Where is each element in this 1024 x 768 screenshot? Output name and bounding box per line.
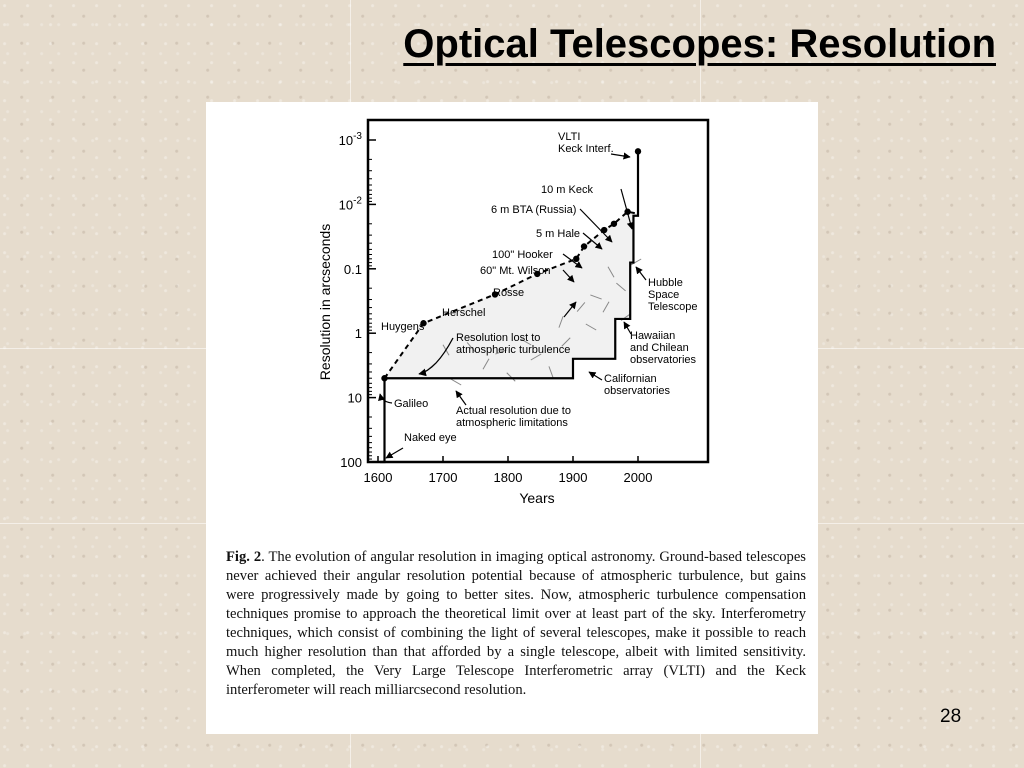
telescope-point — [634, 148, 642, 155]
annotation-arrow — [455, 390, 467, 406]
figure-panel: 1600 1700 1800 1900 2000 10-3 10-2 0.1 1 10 100 VL… — [206, 102, 818, 734]
annotation-arrow — [385, 447, 404, 459]
annotation-label: Galileo — [394, 398, 428, 410]
telescope-point — [534, 270, 541, 278]
telescope-point — [381, 375, 388, 382]
annotation-arrow — [418, 337, 454, 377]
caption-label: Fig. 2 — [226, 549, 262, 565]
annotation-label: Resolution lost to atmospheric turbulence — [456, 332, 570, 356]
annotation-label: Hubble Space Telescope — [648, 277, 698, 313]
x-axis-label: Years — [519, 490, 554, 506]
annotation-arrow — [623, 321, 632, 335]
annotation-arrow — [582, 232, 603, 250]
annotation-label: 6 m BTA (Russia) — [491, 204, 576, 216]
telescope-point — [420, 320, 427, 327]
annotation-arrow — [635, 266, 647, 281]
hatch-stroke — [450, 378, 462, 386]
x-tick-label: 1600 — [364, 470, 393, 485]
annotation-label: Hawaiian and Chilean observatories — [630, 330, 697, 366]
hatch-stroke — [548, 366, 554, 378]
plot-frame — [366, 118, 710, 464]
hatch-stroke — [530, 353, 542, 361]
slide-title: Optical Telescopes: Resolution — [403, 22, 996, 66]
y-tick-label: 10-3 — [339, 131, 363, 148]
hatch-stroke — [495, 349, 507, 355]
annotation-label: Californian observatories — [604, 373, 671, 397]
y-tick-label: 1 — [355, 326, 362, 341]
telescope-point — [610, 220, 618, 227]
hatch-stroke — [602, 301, 610, 313]
telescope-point — [491, 291, 499, 298]
y-tick-label: 10-2 — [339, 195, 363, 212]
y-tick-label: 100 — [340, 455, 362, 470]
y-tick-label: 0.1 — [344, 262, 362, 277]
hatch-stroke — [616, 282, 626, 292]
turbulence-region — [384, 211, 638, 379]
hatch-stroke — [466, 342, 476, 352]
telescope-point — [573, 255, 580, 263]
annotation-arrow — [378, 393, 393, 404]
figure-caption: Fig. 2. The evolution of angular resolut… — [226, 548, 806, 700]
annotation-arrow — [579, 208, 613, 243]
annotation-arrow — [620, 188, 634, 230]
hatch-stroke — [482, 358, 490, 370]
hatch-stroke — [607, 266, 615, 278]
annotation-arrow — [562, 269, 575, 283]
y-tick-label: 10 — [348, 391, 362, 406]
hatch-stroke — [561, 337, 571, 347]
annotation-label: Rosse — [493, 287, 524, 299]
annotation-label: Herschel — [442, 307, 485, 319]
hatch-stroke — [630, 258, 642, 266]
annotation-label: Actual resolution due to atmospheric limi… — [456, 405, 571, 429]
x-tick-label: 1800 — [494, 470, 523, 485]
annotation-arrow — [610, 152, 631, 160]
y-axis-label: Resolution in arcseconds — [317, 224, 333, 380]
caption-text: . The evolution of angular resolution in… — [226, 549, 806, 698]
page-number: 28 — [940, 706, 962, 727]
annotation-label: 5 m Hale — [536, 228, 580, 240]
x-tick-label: 2000 — [624, 470, 653, 485]
annotation-arrow — [588, 371, 603, 381]
annotation-label: 60" Mt. Wilson — [480, 265, 551, 277]
annotation-label: 10 m Keck — [541, 184, 593, 196]
annotation-label: Naked eye — [404, 432, 457, 444]
annotation-arrow — [563, 301, 577, 318]
hatch-stroke — [590, 294, 602, 300]
annotation-layer: VLTI Keck Interf. 10 m Keck 6 m BTA (Russia… — [378, 131, 698, 459]
annotation-arrow — [562, 253, 583, 269]
hatch-stroke — [576, 302, 586, 312]
hatch-stroke — [585, 323, 597, 331]
x-tick-label: 1900 — [559, 470, 588, 485]
hatch-stroke — [520, 338, 532, 346]
annotation-label: VLTI Keck Interf. — [558, 131, 614, 155]
annotation-label: Huygens — [381, 321, 425, 333]
resolution-chart: 1600 1700 1800 1900 2000 10-3 10-2 0.1 1 10 100 VL… — [317, 118, 710, 506]
x-tick-label: 1700 — [429, 470, 458, 485]
telescope-point — [580, 243, 588, 250]
hatch-stroke — [506, 372, 516, 382]
hatch-stroke — [558, 316, 564, 328]
annotation-label: 100" Hooker — [492, 249, 553, 261]
axis-ticks: 1600 1700 1800 1900 2000 10-3 10-2 0.1 1 10 100 — [339, 131, 653, 485]
